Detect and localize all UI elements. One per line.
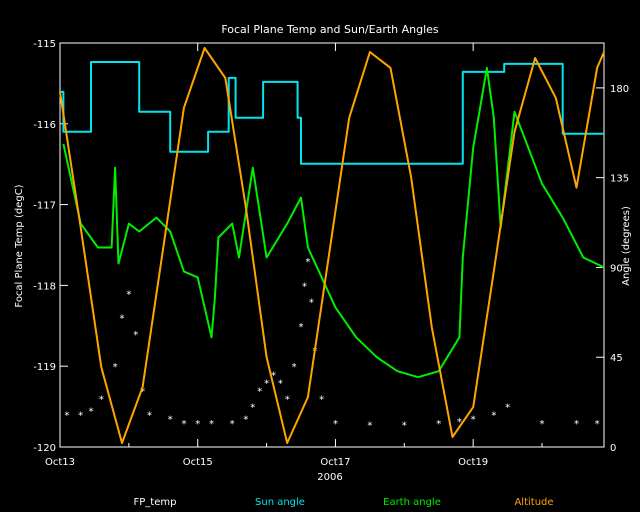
fp-temp-point: * [309, 298, 314, 309]
earth-angle-line [62, 66, 605, 379]
fp-temp-point: * [285, 395, 290, 406]
series-layer: * * ******** * * * * * *************** * * * * * *** * * [59, 47, 605, 444]
fp-temp-point: * [319, 395, 324, 406]
y-left-tick-label: -120 [33, 443, 56, 454]
legend-entry: Earth angle [383, 497, 441, 508]
y-left-tick-label: -119 [33, 362, 56, 373]
x-tick-label: Oct17 [320, 457, 350, 468]
fp-temp-point: * [471, 415, 476, 426]
y-right-tick-label: 180 [610, 84, 629, 95]
fp-temp-point: * [195, 419, 200, 430]
y-right-tick-label: 0 [610, 443, 616, 454]
fp-temp-point: * [140, 386, 145, 397]
fp-temp-point: * [147, 411, 152, 422]
sun-angle-line [60, 61, 604, 165]
fp-temp-point: * [333, 419, 338, 430]
fp-temp-point: * [595, 419, 600, 430]
fp-temp-point: * [230, 419, 235, 430]
legend-entry: Altitude [514, 497, 553, 508]
chart-title: Focal Plane Temp and Sun/Earth Angles [221, 23, 439, 36]
fp-temp-point: * [126, 289, 131, 300]
y-right-tick-label: 45 [610, 353, 623, 364]
fp-temp-point: * [78, 411, 83, 422]
fp-temp-point: * [505, 403, 510, 414]
x-tick-label: Oct19 [458, 457, 488, 468]
fp-temp-point: * [302, 281, 307, 292]
fp-temp-point: * [250, 403, 255, 414]
legend-entry: Sun angle [255, 497, 305, 508]
fp-temp-point: * [292, 362, 297, 373]
plot-axes [59, 42, 605, 448]
fp-temp-point: * [64, 411, 69, 422]
fp-temp-point: * [113, 362, 118, 373]
y-left-tick-label: -117 [33, 201, 56, 212]
fp-temp-point: * [88, 407, 93, 418]
legend: FP_temp Sun angle Earth angle Altitude [134, 497, 554, 508]
plot-frame [59, 42, 605, 448]
fp-temp-point: * [119, 314, 124, 325]
fp-temp-point: * [491, 411, 496, 422]
tick-labels: Oct13 Oct15 Oct17 Oct19 -115 -116 -117 -118 -119… [33, 39, 629, 468]
y-left-tick-label: -116 [33, 120, 56, 131]
fp-temp-point: * [133, 330, 138, 341]
fp-temp-point: * [278, 378, 283, 389]
fp-temp-point: * [271, 370, 276, 381]
y-right-tick-label: 135 [610, 174, 629, 185]
fp-temp-point: * [367, 420, 372, 431]
y-left-tick-label: -118 [33, 281, 56, 292]
y-right-axis-label: Angle (degrees) [621, 206, 632, 286]
fp-temp-point: * [264, 378, 269, 389]
y-right-tick-label: 90 [610, 263, 623, 274]
fp-temp-point: * [436, 419, 441, 430]
fp-temp-point: * [540, 419, 545, 430]
fp-temp-point: * [243, 415, 248, 426]
fp-temp-point: * [305, 257, 310, 268]
fp-temp-point: * [257, 386, 262, 397]
fp-temp-point: * [299, 322, 304, 333]
fp-temp-point: * [574, 419, 579, 430]
x-tick-label: Oct15 [183, 457, 213, 468]
fp-temp-point: * [99, 395, 104, 406]
fp-temp-point: * [168, 415, 173, 426]
y-left-tick-label: -115 [33, 39, 56, 50]
legend-entry: FP_temp [134, 497, 177, 508]
fp-temp-point: * [402, 420, 407, 431]
fp-temp-point: * [181, 419, 186, 430]
x-axis-label: 2006 [317, 472, 342, 483]
fp-temp-point: * [209, 419, 214, 430]
altitude-line [59, 47, 605, 444]
x-tick-label: Oct13 [45, 457, 75, 468]
fp-temp-point: * [457, 417, 462, 428]
y-left-axis-label: Focal Plane Temp (degC) [14, 184, 25, 307]
